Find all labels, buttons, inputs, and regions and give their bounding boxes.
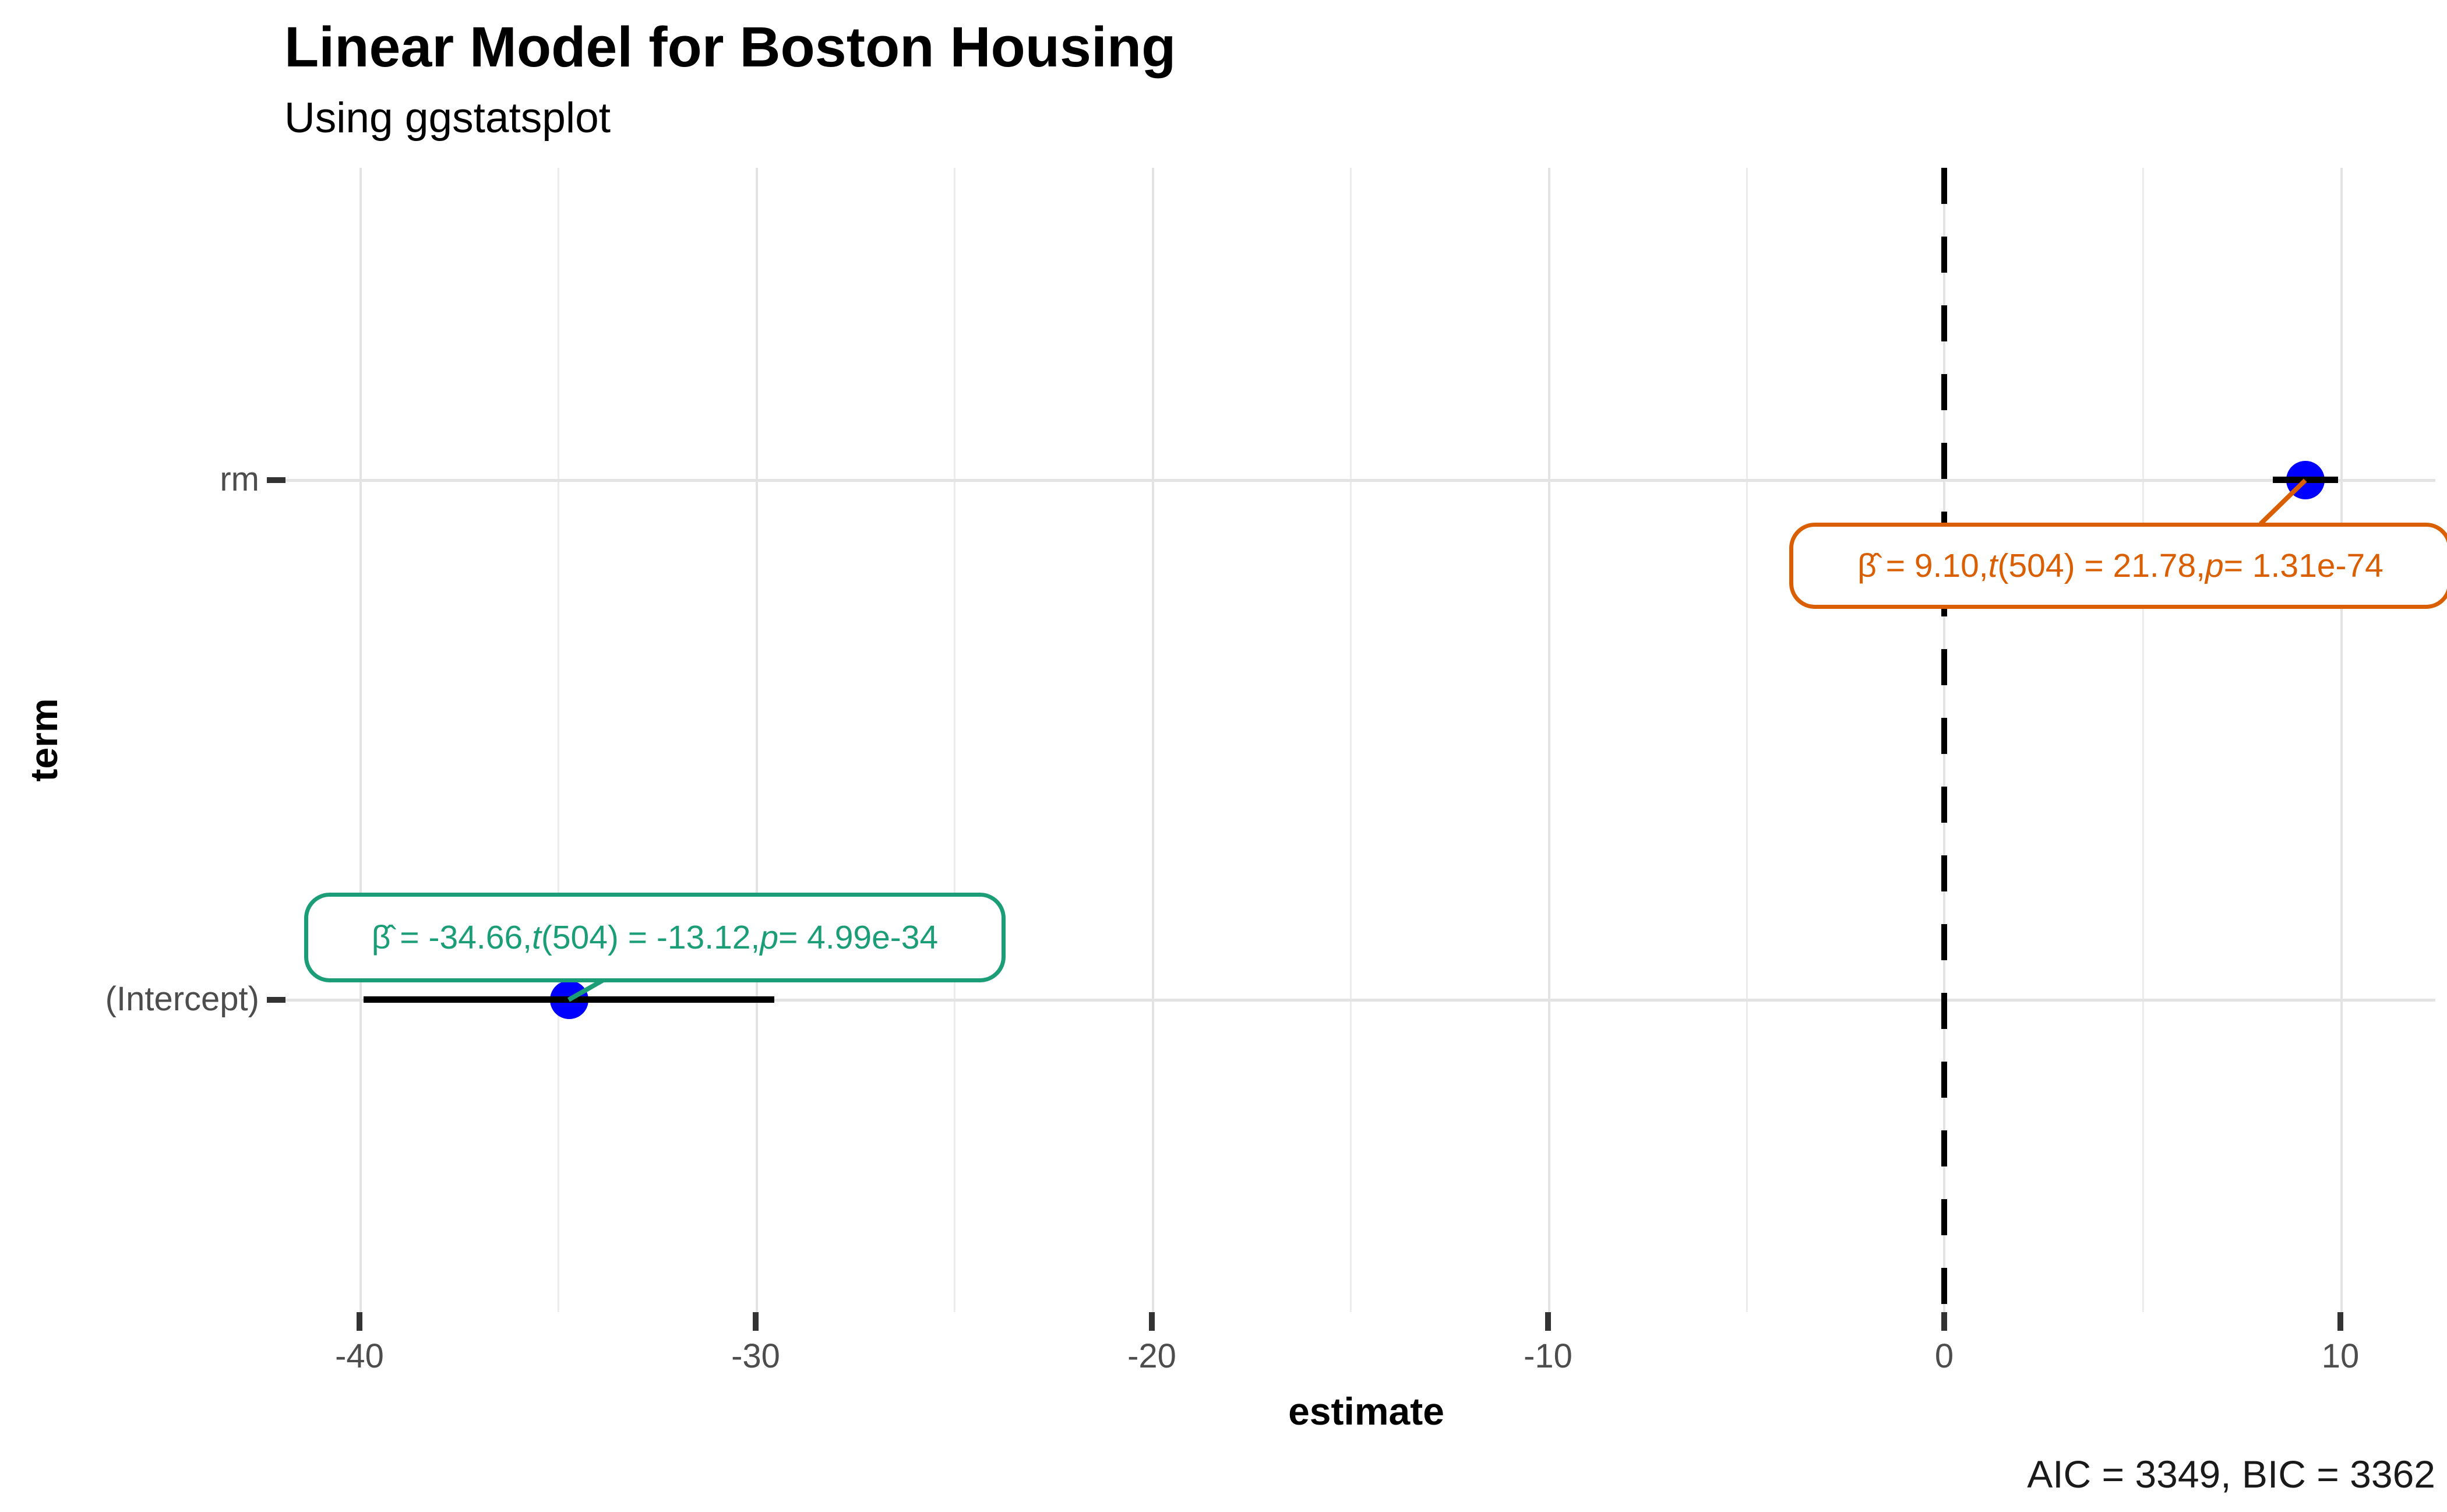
gridline-x--25 — [954, 168, 955, 1312]
y-axis-title: term — [22, 698, 65, 782]
y-tick-label-intercept: (Intercept) — [105, 980, 259, 1018]
plot-panel: β̂ = 9.10, t (504) = 21.78, p = 1.31e-74 … — [285, 168, 2447, 1312]
y-tick-rm — [267, 477, 285, 483]
gridline-y-rm — [285, 479, 2435, 482]
stat-label-intercept: β̂ = -34.66, t (504) = -13.12, p = 4.99e-… — [304, 893, 1006, 982]
label-leader-rm — [2259, 478, 2307, 526]
gridline-y-intercept — [285, 999, 2435, 1002]
x-tick-10 — [2337, 1312, 2343, 1331]
gridline-x-5 — [2142, 168, 2144, 1312]
gridline-x--10 — [1548, 168, 1550, 1312]
y-tick-intercept — [267, 997, 285, 1003]
y-tick-label-rm: rm — [220, 460, 259, 498]
gridline-x-10 — [2340, 168, 2343, 1312]
gridline-x--30 — [756, 168, 758, 1312]
confidence-interval-rm — [2273, 477, 2338, 483]
x-tick--40 — [357, 1312, 362, 1331]
gridline-x--20 — [1152, 168, 1154, 1312]
gridline-x--5 — [1746, 168, 1748, 1312]
x-tick-label--20: -20 — [1127, 1337, 1176, 1375]
x-tick-label--30: -30 — [731, 1337, 780, 1375]
model-fit-caption: AIC = 3349, BIC = 3362 — [2027, 1453, 2435, 1496]
x-tick-label-10: 10 — [2321, 1337, 2360, 1375]
stat-label-rm: β̂ = 9.10, t (504) = 21.78, p = 1.31e-74 — [1789, 523, 2447, 609]
gridline-x--35 — [558, 168, 559, 1312]
x-tick-label-0: 0 — [1934, 1337, 1954, 1375]
plot-subtitle: Using ggstatsplot — [284, 94, 611, 142]
x-tick-0 — [1941, 1312, 1947, 1331]
x-tick-label--10: -10 — [1524, 1337, 1572, 1375]
x-tick--20 — [1149, 1312, 1155, 1331]
gridline-x--40 — [359, 168, 362, 1312]
x-tick-label--40: -40 — [335, 1337, 384, 1375]
x-tick--30 — [753, 1312, 759, 1331]
x-axis-title: estimate — [1288, 1390, 1444, 1433]
gridline-x--15 — [1350, 168, 1352, 1312]
x-tick--10 — [1545, 1312, 1551, 1331]
plot-title: Linear Model for Boston Housing — [284, 15, 1176, 79]
zero-reference-line — [1941, 168, 1947, 1312]
